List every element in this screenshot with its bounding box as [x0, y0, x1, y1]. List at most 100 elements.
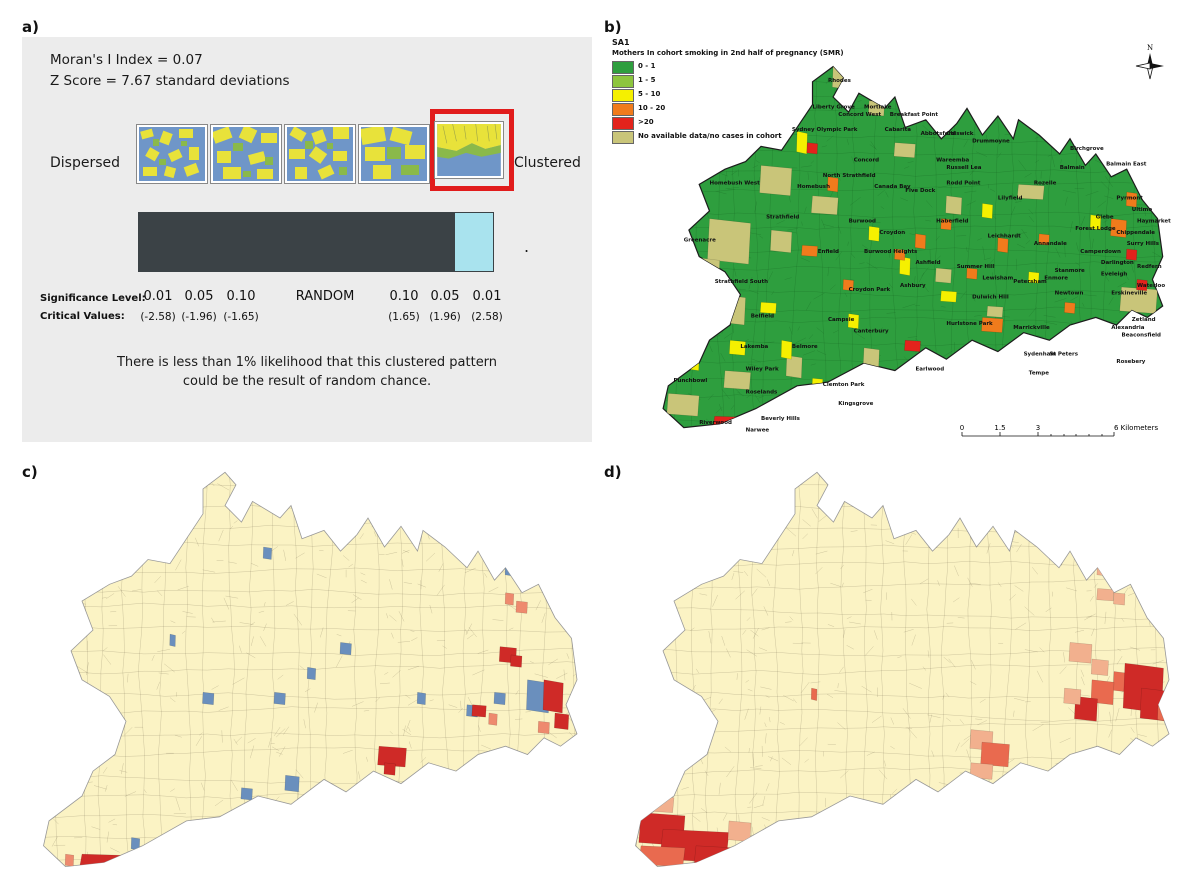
place-label: Waterloo — [1137, 283, 1165, 289]
legend-swatch — [612, 117, 634, 130]
place-label: Wiley Park — [746, 367, 779, 373]
sa1-patch — [666, 393, 700, 417]
sa1-patch — [969, 762, 994, 780]
sa1-patch — [240, 787, 253, 801]
place-label: Roselands — [746, 389, 778, 395]
sa1-patch — [687, 256, 721, 295]
sa1-patch — [1038, 233, 1050, 246]
pattern-swatch-icon — [287, 127, 353, 181]
place-label: Liberty Grove — [813, 104, 855, 110]
sa1-patch — [1089, 214, 1102, 231]
sa1-patch — [79, 853, 138, 867]
sa1-patch — [1090, 658, 1109, 676]
sa1-patch — [383, 762, 396, 776]
place-label: Concord West — [838, 112, 881, 118]
critical-value: (-1.96) — [181, 311, 217, 323]
place-label: Petersham — [1013, 279, 1047, 285]
place-label: Sydenham — [1024, 351, 1057, 357]
place-label: Kingsgrove — [838, 401, 873, 407]
selected-pattern-highlight — [430, 109, 514, 191]
sa1-patch — [806, 142, 818, 155]
sa1-patch — [1096, 563, 1109, 577]
panel-label-a: a) — [22, 18, 39, 36]
place-label: Forest Lodge — [1075, 226, 1116, 232]
sa1-patch — [842, 279, 854, 292]
hotspot-map — [635, 471, 1170, 868]
sa1-patch — [262, 546, 273, 560]
study-area-outline — [662, 65, 1164, 429]
pattern-swatch-icon — [213, 127, 279, 181]
place-label: Campsie — [828, 317, 855, 323]
place-label: Punchbowl — [674, 378, 708, 384]
sa1-patch — [638, 845, 686, 867]
place-label: Narwee — [746, 427, 770, 433]
panel-label-c: c) — [22, 463, 38, 481]
sa1-patch — [1008, 787, 1027, 801]
sig-level: 0.01 — [472, 289, 502, 304]
sa1-patch — [1068, 642, 1093, 664]
random-label: RANDOM — [295, 289, 355, 304]
place-label: Chiswick — [946, 131, 973, 137]
sa1-patch — [273, 692, 286, 705]
place-label: Russell Lea — [946, 165, 981, 171]
place-label: North Strathfield — [823, 173, 876, 179]
place-label: Marrickville — [1013, 325, 1050, 331]
place-label: Rozelle — [1034, 180, 1057, 186]
sa1-patch — [1013, 812, 1043, 834]
place-label: Greenacre — [684, 237, 716, 243]
place-label: St Peters — [1049, 351, 1078, 357]
sa1-patch — [997, 237, 1009, 254]
place-label: Clemton Park — [823, 382, 865, 388]
place-label: Cabarita — [885, 127, 912, 133]
legend-label: 0 - 1 — [638, 62, 656, 70]
sa1-patch — [377, 745, 407, 768]
legend-title: Mothers In cohort smoking in 2nd half of… — [612, 49, 844, 57]
sa1-patch — [1096, 588, 1115, 602]
map-title: SA1 — [612, 38, 630, 47]
study-area-outline — [635, 471, 1170, 868]
sa1-patch — [504, 563, 515, 577]
place-label: Chippendale — [1116, 230, 1155, 236]
place-label: Five Dock — [905, 188, 935, 194]
place-label: Lewisham — [982, 275, 1013, 281]
sa1-patch — [339, 642, 352, 656]
place-label: Ashbury — [900, 283, 926, 289]
clustered-label: Clustered — [514, 155, 581, 171]
place-label: Lakemba — [740, 344, 768, 350]
sa1-patch — [515, 600, 528, 614]
place-label: Enmore — [1044, 275, 1068, 281]
scale-cell — [411, 212, 455, 272]
place-label: Homebush West — [710, 180, 761, 186]
place-label: Ashfield — [916, 260, 941, 266]
place-label: Alexandria — [1111, 325, 1145, 331]
place-label: Burwood Heights — [864, 249, 918, 255]
place-label: Pyrmont — [1116, 196, 1143, 202]
scale-cell-highlight — [454, 212, 494, 272]
scale-label: 0 — [960, 424, 964, 432]
scale-cell — [255, 212, 295, 272]
dispersed-label: Dispersed — [50, 155, 121, 171]
sa1-patch — [945, 195, 963, 216]
legend-swatch — [612, 61, 634, 74]
sa1-patch — [980, 741, 1010, 768]
critical-values-label: Critical Values: — [40, 311, 125, 322]
sa1-patch — [1139, 687, 1169, 722]
z-score-value: Z Score = 7.67 standard deviations — [50, 73, 290, 89]
pattern-swatch-icon — [361, 127, 427, 181]
legend-swatch — [612, 131, 634, 144]
legend-label: 5 - 10 — [638, 90, 661, 98]
sa1-patch — [899, 256, 911, 276]
pattern-thumbnail-4 — [359, 125, 429, 183]
place-label: Camperdown — [1080, 249, 1121, 255]
pattern-thumbnail-2 — [211, 125, 281, 183]
sa1-patch — [1068, 355, 1102, 375]
place-label: Summer Hill — [957, 264, 995, 270]
place-label: Balmain East — [1106, 161, 1147, 167]
place-label: Burwood — [849, 218, 876, 224]
sa1-patch — [759, 165, 793, 197]
sa1-patch — [427, 770, 443, 784]
sa1-patch — [471, 704, 487, 718]
sa1-patch — [1029, 795, 1076, 822]
place-label: Beaconsfield — [1122, 332, 1162, 338]
place-label: Tempe — [1029, 370, 1049, 376]
